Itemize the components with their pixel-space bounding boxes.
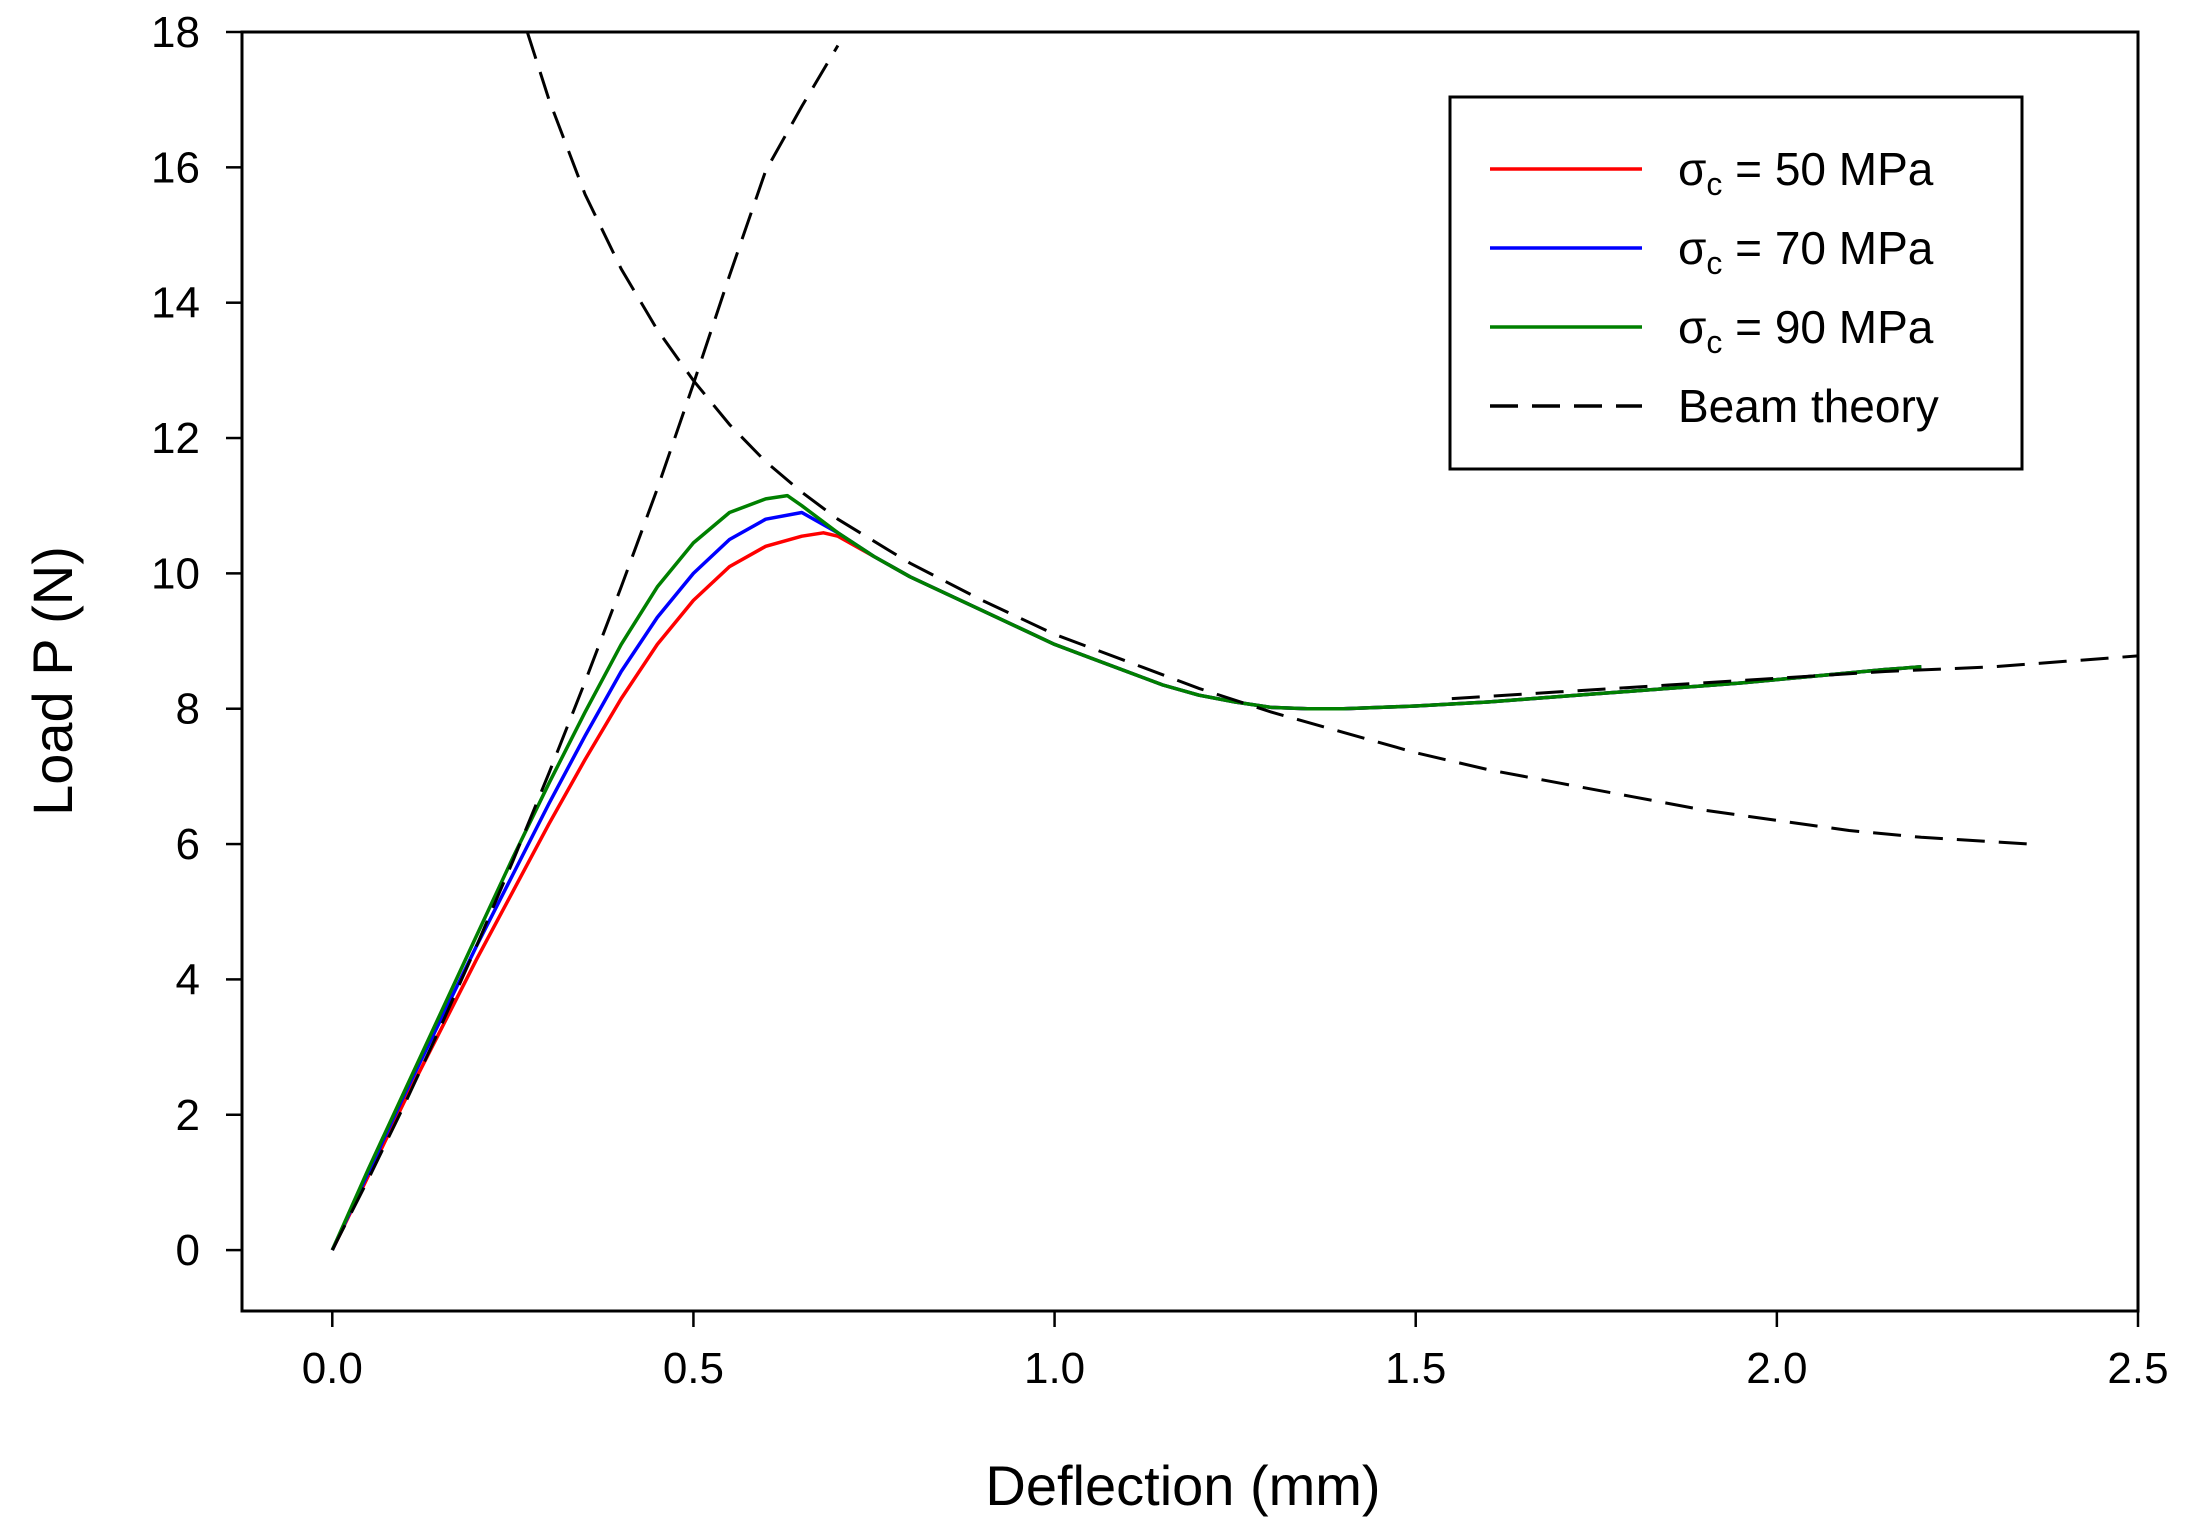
legend-subscript: c (1706, 324, 1722, 360)
x-tick-label: 1.0 (1024, 1344, 1085, 1393)
legend-sigma: σ (1678, 143, 1706, 195)
legend-subscript: c (1706, 245, 1722, 281)
y-tick-label: 16 (151, 143, 200, 192)
legend-subscript: c (1706, 166, 1722, 202)
legend-label-2: σc = 70 MPa (1678, 222, 1934, 281)
y-tick-label: 4 (176, 955, 200, 1004)
y-tick-label: 12 (151, 414, 200, 463)
x-axis: 0.0 0.5 1.0 1.5 2.0 2.5 (302, 1311, 2169, 1393)
y-tick-label: 8 (176, 685, 200, 734)
legend-label-4: Beam theory (1678, 380, 1939, 432)
x-tick-label: 2.0 (1746, 1344, 1807, 1393)
y-tick-label: 0 (176, 1226, 200, 1275)
legend-sigma: σ (1678, 301, 1706, 353)
legend-sigma: σ (1678, 222, 1706, 274)
x-tick-label: 0.0 (302, 1344, 363, 1393)
legend-label-3: σc = 90 MPa (1678, 301, 1934, 360)
x-axis-title: Deflection (mm) (985, 1454, 1380, 1517)
y-tick-label: 2 (176, 1091, 200, 1140)
y-axis: 0 2 4 6 8 10 12 14 16 18 (151, 8, 242, 1275)
legend-value: = 70 MPa (1722, 222, 1933, 274)
beam-theory-curve-3 (1451, 654, 2138, 701)
legend-label-1: σc = 50 MPa (1678, 143, 1934, 202)
series-line-3 (330, 493, 1922, 1251)
y-tick-label: 6 (176, 820, 200, 869)
y-tick-label: 14 (151, 279, 200, 328)
y-axis-title: Load P (N) (21, 546, 84, 816)
legend-value: = 50 MPa (1722, 143, 1933, 195)
x-tick-label: 2.5 (2107, 1344, 2168, 1393)
y-tick-label: 10 (151, 549, 200, 598)
x-tick-label: 0.5 (663, 1344, 724, 1393)
legend-value: = 90 MPa (1722, 301, 1933, 353)
x-tick-label: 1.5 (1385, 1344, 1446, 1393)
beam-theory-curve-1 (330, 44, 840, 1251)
beam-theory-curve-2 (525, 32, 2030, 846)
y-tick-label: 18 (151, 8, 200, 57)
series-layer (330, 32, 2138, 1251)
plot-frame (240, 30, 2140, 1313)
